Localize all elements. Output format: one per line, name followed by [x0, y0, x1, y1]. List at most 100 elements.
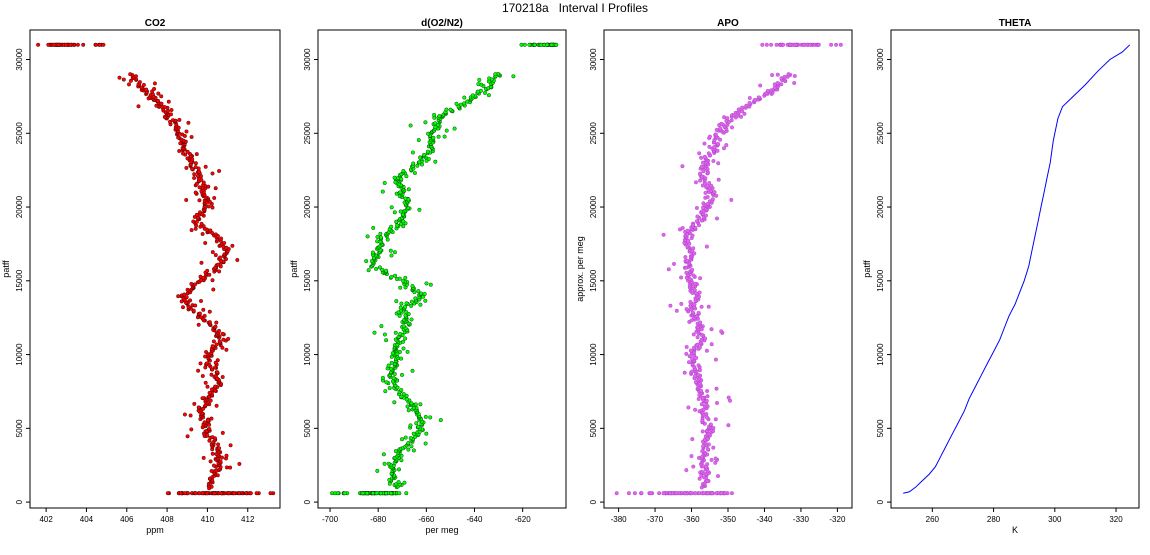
data-point — [632, 491, 637, 496]
data-point — [452, 126, 457, 131]
y-tick-label: 20000 — [876, 195, 885, 218]
data-point — [392, 400, 397, 405]
data-point — [184, 295, 189, 300]
data-point — [210, 205, 215, 210]
data-point — [432, 112, 437, 117]
chart-title: d(O2/N2) — [421, 18, 463, 29]
data-point — [690, 233, 695, 238]
data-point — [713, 417, 718, 422]
data-point — [672, 261, 676, 266]
data-point — [228, 465, 233, 470]
data-point — [834, 42, 839, 47]
data-point — [408, 123, 413, 128]
chart-panel-1: CO2 402 404 406 408 410 412 0 5000 10000 15000 2000… — [1, 18, 281, 535]
data-point — [706, 304, 711, 309]
x-tick-label: -640 — [466, 515, 483, 524]
y-axis-label: patff — [862, 260, 872, 278]
x-tick-label: -700 — [322, 515, 339, 524]
data-point — [159, 94, 164, 99]
data-point — [184, 129, 189, 134]
data-point — [230, 243, 235, 248]
data-point — [701, 160, 705, 165]
data-point — [375, 234, 380, 239]
data-point — [209, 416, 214, 421]
data-point — [522, 42, 527, 47]
data-point — [668, 491, 673, 496]
y-axis-label: patff — [289, 260, 299, 278]
data-point — [713, 132, 718, 137]
data-point — [740, 105, 745, 110]
data-point — [419, 291, 424, 296]
data-point — [478, 88, 483, 93]
data-point — [208, 228, 213, 233]
data-point — [470, 93, 475, 98]
data-point — [360, 491, 365, 496]
data-point — [205, 491, 210, 496]
data-point — [680, 226, 685, 230]
data-point — [206, 418, 210, 423]
data-point — [716, 161, 721, 166]
y-tick-label: 25000 — [589, 122, 598, 145]
data-point — [399, 458, 404, 463]
data-point — [371, 491, 376, 496]
data-point — [188, 413, 193, 418]
data-point — [399, 394, 404, 399]
data-point — [705, 394, 710, 399]
data-point — [192, 401, 197, 406]
data-point — [519, 42, 524, 47]
data-point — [194, 212, 199, 217]
data-point — [416, 138, 421, 143]
data-point — [226, 491, 231, 496]
data-point — [408, 423, 413, 428]
data-point — [413, 296, 418, 301]
data-point — [206, 184, 211, 189]
data-point — [389, 274, 394, 279]
data-point — [689, 491, 694, 496]
data-point — [697, 345, 702, 350]
data-point — [648, 491, 653, 496]
data-point — [217, 169, 222, 173]
data-point — [403, 435, 408, 440]
data-point — [399, 388, 404, 393]
x-tick-label: -350 — [720, 515, 737, 524]
data-point — [699, 304, 704, 309]
data-point — [696, 363, 701, 368]
data-point — [696, 397, 701, 401]
data-point — [688, 300, 693, 304]
data-point — [399, 356, 404, 361]
data-point — [679, 301, 684, 306]
data-point — [409, 303, 414, 308]
data-point — [403, 336, 408, 341]
data-point — [683, 491, 687, 496]
data-point — [682, 370, 687, 375]
chart-panel-4: THETA 260 280 300 320 0 5000 10000 15000 20000 250… — [862, 18, 1140, 535]
data-point — [697, 290, 702, 295]
y-tick-label: 30000 — [589, 48, 598, 71]
data-point — [775, 81, 780, 86]
x-tick-label: -320 — [829, 515, 846, 524]
data-point — [684, 468, 689, 473]
data-point — [186, 120, 191, 125]
y-tick-label: 15000 — [15, 269, 24, 292]
data-point — [700, 429, 705, 434]
data-point — [698, 171, 702, 176]
data-point — [752, 97, 757, 102]
data-point — [697, 476, 702, 481]
y-tick-label: 20000 — [15, 195, 24, 218]
data-point — [213, 324, 218, 329]
data-point — [476, 82, 481, 87]
data-point — [189, 281, 194, 286]
data-point — [205, 384, 210, 389]
data-point — [395, 223, 400, 228]
data-point — [694, 219, 699, 224]
data-point — [204, 361, 209, 366]
data-point — [511, 74, 516, 79]
data-point — [213, 365, 218, 370]
data-point — [398, 209, 403, 214]
x-tick-label: 260 — [926, 515, 940, 524]
data-point — [208, 398, 213, 403]
data-point — [685, 258, 690, 263]
data-point — [774, 42, 779, 47]
data-point — [185, 149, 190, 154]
data-point — [335, 491, 340, 496]
